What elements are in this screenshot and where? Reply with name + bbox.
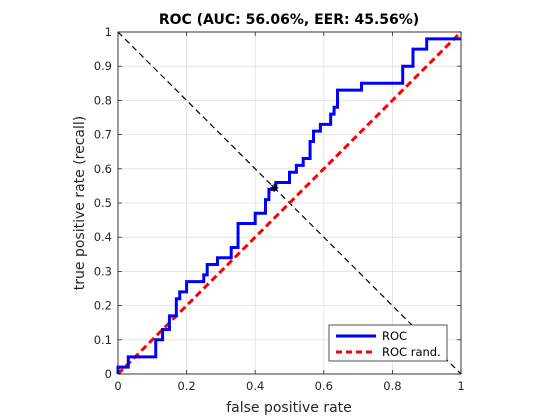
legend-label-roc-rand: ROC rand. xyxy=(382,345,441,359)
y-tick-label: 0.1 xyxy=(94,333,112,347)
x-axis-ticks: 0 0.2 0.4 0.6 0.8 1 xyxy=(114,32,465,393)
x-tick-label: 0.6 xyxy=(315,379,333,393)
x-axis-label: false positive rate xyxy=(226,400,352,416)
x-tick-label: 0.2 xyxy=(177,379,195,393)
x-tick-label: 1 xyxy=(457,379,464,393)
data-layer xyxy=(116,30,463,376)
y-tick-label: 0.7 xyxy=(94,128,112,142)
legend: ROC ROC rand. xyxy=(328,324,448,362)
series-roc-line xyxy=(116,37,461,374)
y-tick-label: 0.5 xyxy=(94,196,112,210)
y-axis-label: true positive rate (recall) xyxy=(72,116,88,290)
x-tick-label: 0.8 xyxy=(383,379,401,393)
y-tick-label: 0.3 xyxy=(94,264,112,278)
y-tick-label: 0.8 xyxy=(94,93,112,107)
y-tick-label: 0.9 xyxy=(94,59,112,73)
eer-point-marker xyxy=(270,183,279,192)
x-tick-label: 0 xyxy=(114,379,121,393)
y-axis-ticks: 0 0.1 0.2 0.3 0.4 0.5 0.6 0.7 0.8 0.9 1 xyxy=(94,25,461,381)
y-tick-label: 1 xyxy=(105,25,112,39)
eer-marker-stroke xyxy=(271,184,278,192)
y-tick-label: 0.2 xyxy=(94,299,112,313)
legend-box xyxy=(328,324,448,362)
legend-label-roc: ROC xyxy=(382,329,407,343)
y-tick-label: 0.6 xyxy=(94,162,112,176)
y-tick-label: 0 xyxy=(105,367,112,381)
x-tick-label: 0.4 xyxy=(246,379,264,393)
y-tick-label: 0.4 xyxy=(94,230,112,244)
chart-title: ROC (AUC: 56.06%, EER: 45.56%) xyxy=(159,12,419,28)
